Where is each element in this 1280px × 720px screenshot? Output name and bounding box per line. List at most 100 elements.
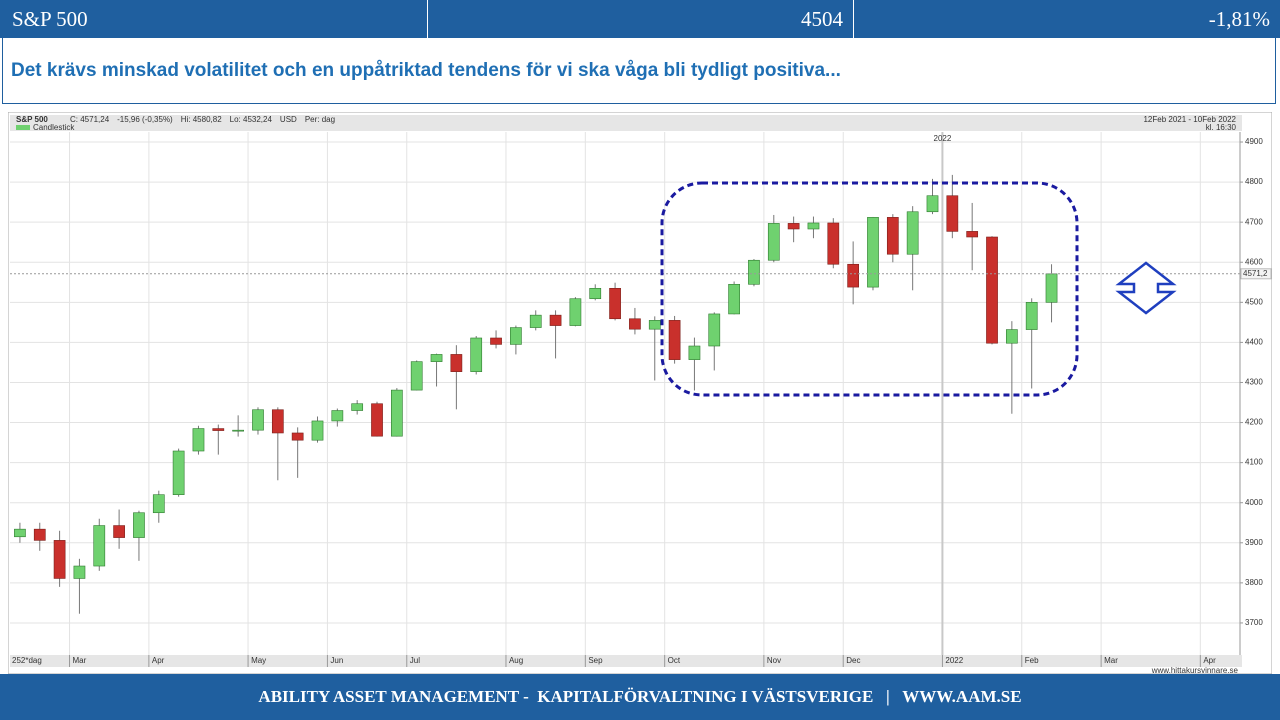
candle-body xyxy=(906,211,919,255)
candle-body xyxy=(1005,329,1018,344)
x-tick-label: Feb xyxy=(1025,656,1039,665)
candle-body xyxy=(986,236,998,344)
candle-body xyxy=(966,231,979,238)
quote-field: Hi: 4580,82 xyxy=(181,115,222,124)
y-tick-label: 4100 xyxy=(1245,458,1263,467)
highlight-box xyxy=(660,181,1079,397)
candle-body xyxy=(708,313,721,347)
candle-body xyxy=(93,525,106,567)
candle-body xyxy=(371,403,383,437)
candle-body xyxy=(827,222,840,265)
y-tick-label: 4400 xyxy=(1245,338,1263,347)
last-price-tag xyxy=(1240,268,1272,280)
quote-field: USD xyxy=(280,115,297,124)
x-tick-label: Sep xyxy=(588,656,603,665)
candle-body xyxy=(589,287,602,300)
candle-body xyxy=(252,409,264,431)
candle-body xyxy=(926,195,939,213)
double-arrow xyxy=(1115,261,1177,315)
index-value: 4504 xyxy=(801,7,843,31)
candle-body xyxy=(33,528,46,541)
year-marker: 2022 xyxy=(934,134,952,143)
y-tick-label: 4000 xyxy=(1245,498,1263,507)
y-tick-label: 3800 xyxy=(1245,578,1263,587)
x-tick-label: Jun xyxy=(330,656,343,665)
chart: S&P 500 C: 4571,24 -15,96 (-0,35%) Hi: 4580… xyxy=(8,112,1272,674)
candle-body xyxy=(609,287,621,320)
y-tick-label: 3900 xyxy=(1245,538,1263,547)
y-tick-label: 4200 xyxy=(1245,418,1263,427)
candle-body xyxy=(510,327,522,345)
y-tick-label: 4600 xyxy=(1245,257,1263,266)
candle-body xyxy=(867,217,879,288)
quote-field: Per: dag xyxy=(305,115,335,124)
quote-field: Lo: 4532,24 xyxy=(230,115,273,124)
last-price-label: 4571,2 xyxy=(1243,269,1268,278)
candle-body xyxy=(172,450,185,495)
x-tick-label: 2022 xyxy=(945,656,963,665)
candle-body xyxy=(688,345,701,360)
footer: ABILITY ASSET MANAGEMENT - KAPITALFÖRVAL… xyxy=(0,674,1280,720)
candle-body xyxy=(351,403,364,411)
candle-body xyxy=(232,429,244,432)
y-tick-label: 4800 xyxy=(1245,177,1263,186)
chart-title: S&P 500 xyxy=(16,115,48,124)
x-tick-label: Dec xyxy=(846,656,860,665)
x-tick-label: Mar xyxy=(1104,656,1118,665)
candle-body xyxy=(1045,273,1058,303)
period: 12Feb 2021 - 10Feb 2022 xyxy=(1143,115,1236,124)
y-tick-label: 4700 xyxy=(1245,217,1263,226)
candle-body xyxy=(450,354,463,372)
candle-body xyxy=(390,389,403,437)
candle-body xyxy=(847,263,860,288)
time: kl. 16:30 xyxy=(1206,123,1237,132)
candle-body xyxy=(767,223,780,261)
candle-body xyxy=(1025,302,1038,330)
chart-info-bar xyxy=(10,115,1242,131)
y-tick-label: 3700 xyxy=(1245,618,1263,627)
x-tick-label: Apr xyxy=(1203,656,1216,665)
candle-body xyxy=(152,494,165,514)
y-tick-label: 4300 xyxy=(1245,378,1263,387)
candle-body xyxy=(569,298,582,326)
candle-body xyxy=(529,314,542,328)
quote-field: -15,96 (-0,35%) xyxy=(117,115,173,124)
candle-body xyxy=(886,217,899,255)
chart-frame xyxy=(8,112,1272,674)
x-tick-label: Apr xyxy=(152,656,165,665)
candle-body xyxy=(113,525,125,538)
candle-body xyxy=(629,318,641,330)
index-change: -1,81% xyxy=(1208,7,1270,31)
candle-body xyxy=(14,528,26,538)
quote-field: C: 4571,24 xyxy=(70,115,110,124)
header-bar: S&P 500 4504 -1,81% xyxy=(0,0,1280,38)
x-tick-label: Oct xyxy=(668,656,681,665)
candle-body xyxy=(271,409,284,434)
x-tick-label: Aug xyxy=(509,656,523,665)
candle-body xyxy=(728,283,740,315)
candle-body xyxy=(73,565,86,579)
candle-body xyxy=(470,337,483,372)
y-tick-label: 4900 xyxy=(1245,137,1263,146)
candle-body xyxy=(549,314,562,326)
x-tick-label: Jul xyxy=(410,656,420,665)
candle-body xyxy=(490,337,502,345)
candle-body xyxy=(946,195,959,232)
separator xyxy=(427,0,428,38)
headline: Det krävs minskad volatilitet och en upp… xyxy=(2,38,1276,104)
x-tick-label: May xyxy=(251,656,266,665)
candle-body xyxy=(291,432,304,441)
candle-body xyxy=(787,223,800,230)
legend-label: Candlestick xyxy=(33,123,75,132)
legend-swatch xyxy=(16,125,30,130)
candle-body xyxy=(668,320,681,360)
candle-body xyxy=(748,259,760,285)
candle-body xyxy=(430,354,443,362)
candle-body xyxy=(410,361,423,391)
index-name: S&P 500 xyxy=(12,7,88,31)
x-axis-bar xyxy=(10,655,1242,667)
candle-body xyxy=(133,512,145,538)
candle-body xyxy=(331,410,344,422)
candle-body xyxy=(648,320,661,330)
